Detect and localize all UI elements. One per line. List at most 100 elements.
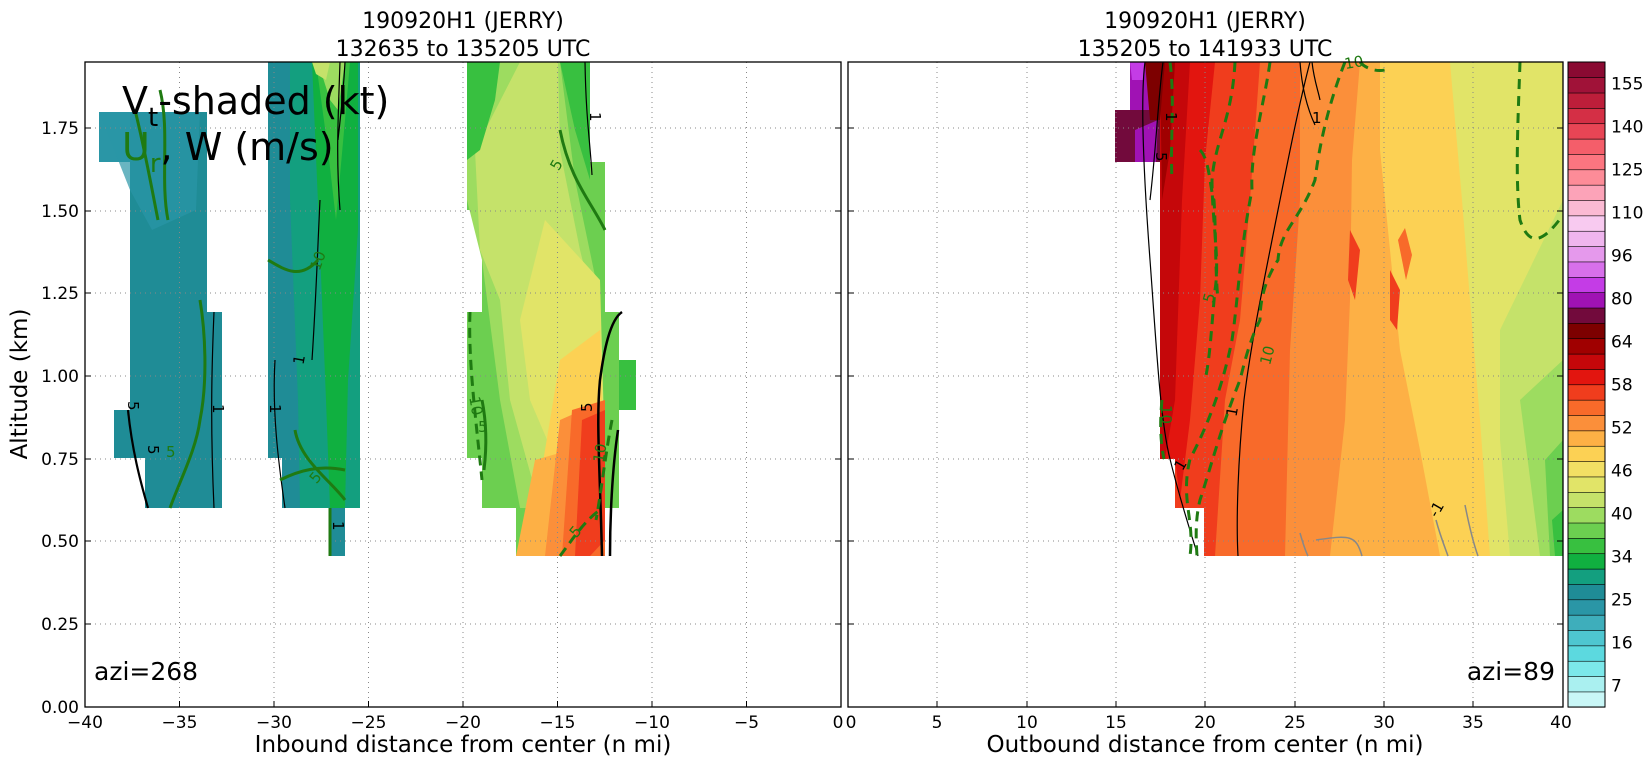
right-title-line2: 135205 to 141933 UTC bbox=[1078, 37, 1333, 62]
x-tick-label: 35 bbox=[1462, 713, 1484, 733]
colorbar-swatch bbox=[1567, 230, 1606, 247]
y-tick-label: 0.00 bbox=[41, 698, 79, 718]
contour-label: 1 bbox=[209, 404, 227, 414]
contour-label: 5 bbox=[578, 402, 596, 412]
colorbar-swatch bbox=[1567, 307, 1606, 324]
left-panel: 5 5 1 5 1 1 10 5 1 10 5 5 1 5 10 5 Vt-sh… bbox=[7, 9, 843, 758]
x-tick-label: −35 bbox=[162, 713, 198, 733]
legend-line-vt: Vt-shaded (kt) bbox=[122, 79, 389, 133]
colorbar-swatch bbox=[1567, 276, 1606, 293]
colorbar-swatch bbox=[1567, 599, 1606, 616]
colorbar-tick-label: 80 bbox=[1611, 290, 1633, 310]
colorbar-swatch bbox=[1567, 414, 1606, 432]
right-x-axis-label: Outbound distance from center (n mi) bbox=[987, 732, 1424, 758]
overlay-legend: Vt-shaded (kt) Ur, W (m/s) bbox=[122, 79, 389, 179]
x-tick-label: −30 bbox=[256, 713, 292, 733]
colorbar-swatch bbox=[1567, 353, 1606, 370]
colorbar-swatch bbox=[1567, 199, 1606, 217]
x-tick-label: 0 bbox=[833, 713, 844, 733]
colorbar-tick-label: 25 bbox=[1611, 591, 1633, 611]
y-tick-label: 1.50 bbox=[41, 202, 79, 222]
colorbar-swatch bbox=[1567, 368, 1606, 386]
right-panel: 5 1 10 5 10 1 10 1 1 -1 0 bbox=[846, 9, 1572, 758]
right-azimuth-annotation: azi=89 bbox=[1467, 657, 1555, 686]
colorbar-swatch bbox=[1567, 384, 1606, 401]
left-x-tick-labels: −40 −35 −30 −25 −20 −15 −10 −5 0 bbox=[67, 713, 843, 733]
contour-label: 1 bbox=[1312, 109, 1322, 127]
contour-label: 1 bbox=[266, 404, 284, 414]
left-y-tick-labels: 0.00 0.25 0.50 0.75 1.00 1.25 1.50 1.75 bbox=[41, 119, 79, 718]
colorbar-swatch bbox=[1567, 61, 1606, 78]
colorbar-swatch bbox=[1567, 614, 1606, 631]
contour-label: 10 bbox=[590, 442, 611, 464]
legend-line-ur: Ur, W (m/s) bbox=[122, 125, 334, 179]
y-tick-label: 1.75 bbox=[41, 119, 79, 139]
colorbar-swatch bbox=[1567, 338, 1606, 355]
colorbar-swatch bbox=[1567, 645, 1606, 662]
x-tick-label: 30 bbox=[1373, 713, 1395, 733]
contour-label: 1 bbox=[586, 112, 604, 122]
colorbar-swatch bbox=[1567, 169, 1606, 186]
colorbar-swatch bbox=[1567, 553, 1606, 570]
colorbar-swatch bbox=[1567, 322, 1606, 340]
right-x-tick-labels: 0 5 10 15 20 25 30 35 40 bbox=[846, 713, 1572, 733]
left-shading bbox=[99, 62, 636, 556]
left-axis-ticks bbox=[84, 127, 841, 708]
colorbar-swatch bbox=[1567, 583, 1606, 601]
y-tick-label: 1.25 bbox=[41, 284, 79, 304]
colorbar-swatch bbox=[1567, 77, 1606, 94]
colorbar-tick-label: 16 bbox=[1611, 634, 1633, 654]
x-tick-label: 15 bbox=[1105, 713, 1127, 733]
left-title-line2: 132635 to 135205 UTC bbox=[336, 37, 591, 62]
colorbar-swatch bbox=[1567, 107, 1606, 125]
contour-label: 5 bbox=[124, 401, 142, 411]
contour-label: 1 bbox=[290, 353, 309, 366]
x-tick-label: 40 bbox=[1550, 713, 1572, 733]
colorbar-swatch bbox=[1567, 629, 1606, 647]
y-tick-label: 0.50 bbox=[41, 532, 79, 552]
colorbar-swatch bbox=[1567, 691, 1606, 708]
colorbar-swatch bbox=[1567, 292, 1606, 309]
colorbar-tick-labels: 7 16 25 34 40 46 52 58 64 80 96 110 125 140 155 bbox=[1611, 75, 1643, 697]
left-title-line1: 190920H1 (JERRY) bbox=[362, 9, 564, 34]
colorbar-swatch bbox=[1567, 245, 1606, 263]
contour-label: 10 bbox=[465, 395, 486, 417]
x-tick-label: 0 bbox=[846, 713, 857, 733]
x-tick-label: −10 bbox=[634, 713, 670, 733]
colorbar: 7 16 25 34 40 46 52 58 64 80 96 110 125 140 155 bbox=[1567, 61, 1643, 708]
left-contours bbox=[126, 62, 623, 557]
colorbar-tick-label: 110 bbox=[1611, 204, 1643, 224]
y-tick-label: 0.25 bbox=[41, 615, 79, 635]
right-contours bbox=[1142, 62, 1563, 557]
contour-label: 1 bbox=[329, 521, 347, 531]
x-tick-label: −25 bbox=[351, 713, 387, 733]
colorbar-tick-label: 34 bbox=[1611, 548, 1633, 568]
colorbar-swatch bbox=[1567, 537, 1606, 555]
colorbar-tick-label: 140 bbox=[1611, 118, 1643, 138]
contour-label: 10 bbox=[1256, 344, 1278, 367]
colorbar-frame bbox=[1567, 61, 1606, 708]
colorbar-swatch bbox=[1567, 430, 1606, 447]
colorbar-swatch bbox=[1567, 184, 1606, 201]
colorbar-swatch bbox=[1567, 153, 1606, 171]
colorbar-swatch bbox=[1567, 476, 1606, 493]
left-x-axis-label: Inbound distance from center (n mi) bbox=[255, 732, 672, 758]
right-axis-ticks bbox=[848, 127, 1563, 707]
colorbar-swatch bbox=[1567, 522, 1606, 539]
colorbar-swatch bbox=[1567, 445, 1606, 462]
colorbar-swatch bbox=[1567, 92, 1606, 109]
x-tick-label: 5 bbox=[932, 713, 943, 733]
x-tick-label: −5 bbox=[734, 713, 759, 733]
colorbar-swatch bbox=[1567, 491, 1606, 508]
x-tick-label: 25 bbox=[1284, 713, 1306, 733]
colorbar-tick-label: 125 bbox=[1611, 161, 1643, 181]
colorbar-tick-label: 7 bbox=[1611, 677, 1622, 697]
colorbar-tick-label: 155 bbox=[1611, 75, 1643, 95]
contour-label: 1 bbox=[1223, 405, 1242, 418]
colorbar-tick-label: 64 bbox=[1611, 333, 1633, 353]
x-tick-label: 10 bbox=[1016, 713, 1038, 733]
colorbar-swatch bbox=[1567, 675, 1606, 693]
colorbar-tick-label: 52 bbox=[1611, 419, 1633, 439]
colorbar-tick-label: 96 bbox=[1611, 247, 1633, 267]
